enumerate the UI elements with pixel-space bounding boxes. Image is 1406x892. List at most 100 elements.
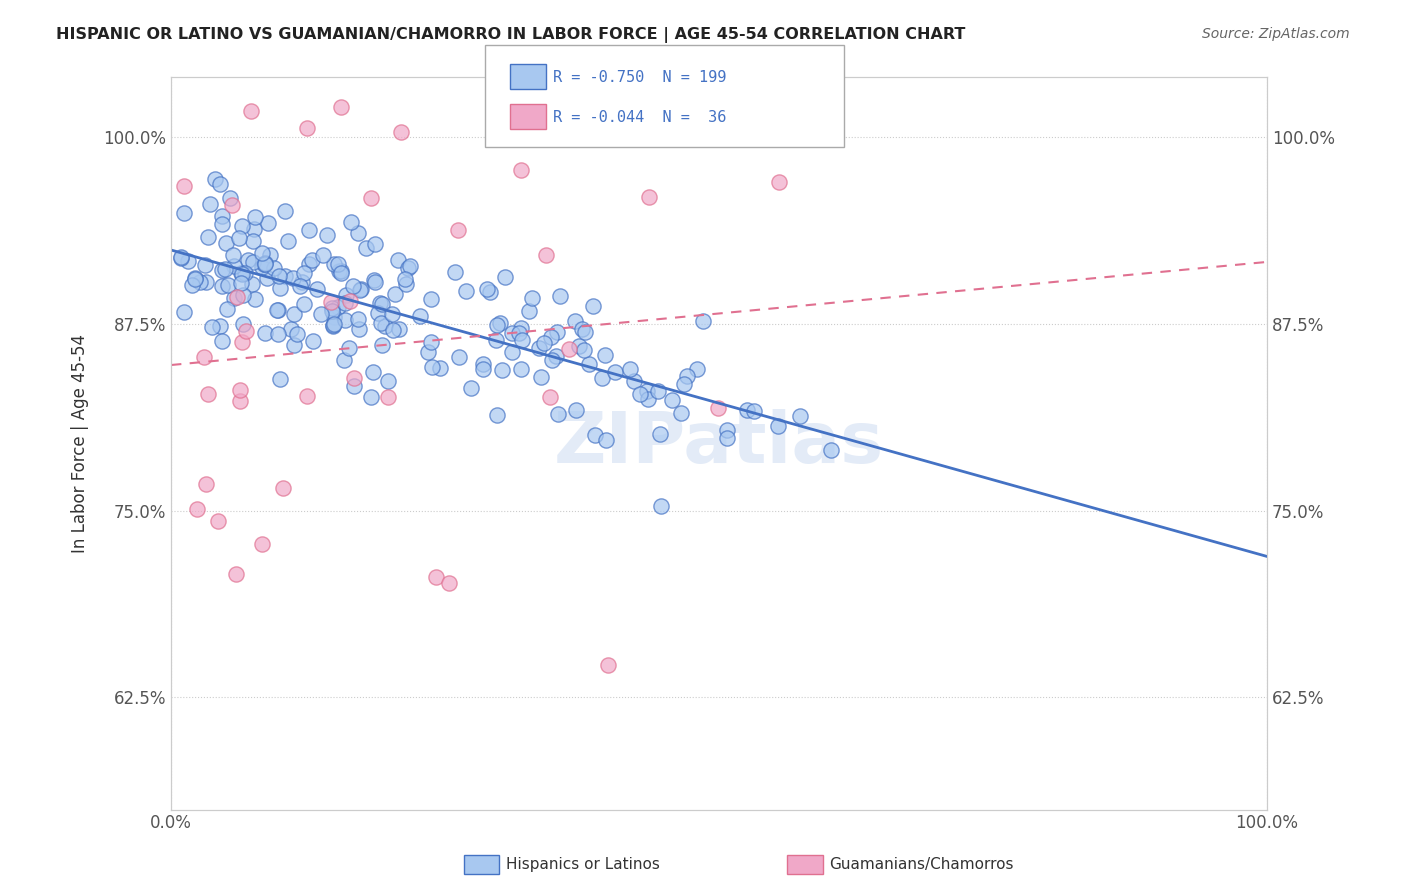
- Point: [628, 387, 651, 401]
- Point: [596, 657, 619, 672]
- Point: [389, 125, 412, 139]
- Point: [716, 431, 738, 445]
- Point: [509, 163, 531, 178]
- Point: [323, 317, 346, 331]
- Point: [254, 255, 277, 269]
- Point: [534, 248, 557, 262]
- Point: [243, 292, 266, 306]
- Point: [173, 178, 195, 193]
- Point: [578, 357, 600, 371]
- Point: [301, 252, 323, 267]
- Point: [342, 278, 364, 293]
- Point: [529, 370, 551, 384]
- Point: [339, 294, 361, 309]
- Point: [619, 362, 641, 376]
- Point: [197, 230, 219, 244]
- Point: [229, 265, 252, 279]
- Point: [335, 287, 357, 301]
- Point: [177, 253, 200, 268]
- Point: [321, 301, 343, 316]
- Point: [231, 276, 253, 290]
- Point: [789, 409, 811, 424]
- Text: HISPANIC OR LATINO VS GUAMANIAN/CHAMORRO IN LABOR FORCE | AGE 45-54 CORRELATION : HISPANIC OR LATINO VS GUAMANIAN/CHAMORRO…: [56, 27, 966, 43]
- Point: [510, 333, 533, 347]
- Point: [419, 292, 441, 306]
- Point: [263, 261, 285, 276]
- Point: [298, 257, 321, 271]
- Point: [444, 265, 467, 279]
- Text: Guamanians/Chamorros: Guamanians/Chamorros: [830, 857, 1014, 871]
- Point: [520, 291, 543, 305]
- Point: [231, 219, 253, 234]
- Point: [335, 296, 357, 310]
- Point: [603, 365, 626, 379]
- Text: ZIPatlas: ZIPatlas: [554, 409, 884, 478]
- Point: [491, 363, 513, 377]
- Point: [374, 318, 396, 333]
- Point: [252, 537, 274, 551]
- Point: [274, 268, 297, 283]
- Point: [527, 341, 550, 355]
- Point: [217, 278, 239, 293]
- Point: [340, 215, 363, 229]
- Point: [346, 226, 368, 240]
- Point: [568, 339, 591, 353]
- Point: [540, 329, 562, 343]
- Point: [368, 295, 391, 310]
- Text: R = -0.044  N =  36: R = -0.044 N = 36: [553, 111, 725, 125]
- Point: [371, 338, 394, 352]
- Point: [232, 287, 254, 301]
- Point: [329, 267, 352, 281]
- Point: [420, 359, 443, 374]
- Point: [315, 228, 337, 243]
- Point: [197, 386, 219, 401]
- Point: [485, 408, 508, 422]
- Point: [377, 390, 399, 404]
- Point: [322, 318, 344, 332]
- Point: [347, 311, 370, 326]
- Point: [211, 334, 233, 349]
- Point: [254, 256, 277, 270]
- Point: [242, 255, 264, 269]
- Point: [742, 404, 765, 418]
- Point: [623, 374, 645, 388]
- Point: [571, 322, 593, 336]
- Point: [564, 314, 586, 328]
- Point: [387, 322, 409, 336]
- Point: [398, 259, 420, 273]
- Point: [170, 251, 193, 265]
- Point: [371, 297, 394, 311]
- Point: [546, 349, 568, 363]
- Point: [343, 370, 366, 384]
- Point: [184, 271, 207, 285]
- Point: [447, 223, 470, 237]
- Point: [259, 248, 281, 262]
- Point: [186, 502, 208, 516]
- Point: [253, 326, 276, 340]
- Point: [350, 282, 373, 296]
- Point: [548, 288, 571, 302]
- Point: [266, 302, 288, 317]
- Point: [488, 316, 510, 330]
- Point: [322, 319, 344, 334]
- Point: [572, 343, 595, 358]
- Point: [370, 316, 392, 330]
- Point: [226, 291, 249, 305]
- Point: [277, 234, 299, 248]
- Point: [766, 419, 789, 434]
- Point: [591, 371, 613, 385]
- Point: [228, 231, 250, 245]
- Point: [235, 324, 257, 338]
- Point: [256, 271, 278, 285]
- Point: [224, 291, 246, 305]
- Point: [478, 285, 501, 299]
- Point: [377, 374, 399, 388]
- Point: [173, 206, 195, 220]
- Point: [250, 245, 273, 260]
- Point: [328, 300, 350, 314]
- Point: [238, 252, 260, 267]
- Point: [671, 406, 693, 420]
- Point: [354, 241, 377, 255]
- Text: R = -0.750  N = 199: R = -0.750 N = 199: [553, 70, 725, 85]
- Point: [188, 275, 211, 289]
